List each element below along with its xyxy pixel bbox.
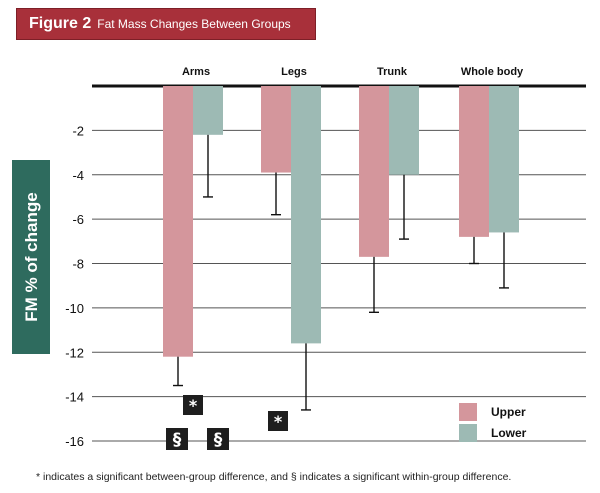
y-axis-label: FM % of change [22, 192, 41, 321]
y-tick-label: -2 [72, 123, 84, 138]
y-tick-label: -16 [65, 434, 84, 449]
significance-symbol: § [214, 430, 223, 450]
significance-symbol: * [274, 412, 283, 431]
bar-lower [489, 86, 519, 233]
y-tick-label: -8 [72, 257, 84, 272]
significance-marker [183, 395, 203, 415]
legend-swatch-lower [459, 424, 477, 442]
y-tick-label: -4 [72, 168, 84, 183]
figure-title: Fat Mass Changes Between Groups [97, 17, 291, 31]
bar-upper [163, 86, 193, 357]
significance-symbol: § [173, 430, 182, 450]
y-tick-label: -12 [65, 345, 84, 360]
legend-label: Lower [491, 426, 527, 440]
bar-lower [193, 86, 223, 135]
category-label: Whole body [461, 66, 524, 78]
significance-marker [166, 428, 188, 450]
legend-label: Upper [491, 405, 526, 419]
bar-lower [389, 86, 419, 175]
y-tick-label: -14 [65, 390, 84, 405]
bar-upper [359, 86, 389, 257]
bar-upper [261, 86, 291, 173]
y-tick-label: -10 [65, 301, 84, 316]
category-label: Trunk [377, 66, 408, 78]
y-tick-label: -6 [72, 212, 84, 227]
y-axis-label-box [12, 160, 50, 354]
bar-upper [459, 86, 489, 237]
significance-marker [268, 411, 288, 431]
figure-title-box: Figure 2 Fat Mass Changes Between Groups [16, 8, 316, 40]
footnote: * indicates a significant between-group … [36, 471, 512, 483]
legend-swatch-upper [459, 403, 477, 421]
significance-symbol: * [189, 396, 198, 415]
significance-marker [207, 428, 229, 450]
bar-lower [291, 86, 321, 344]
category-label: Legs [281, 66, 307, 78]
category-label: Arms [182, 66, 210, 78]
figure-label: Figure 2 [29, 15, 92, 32]
